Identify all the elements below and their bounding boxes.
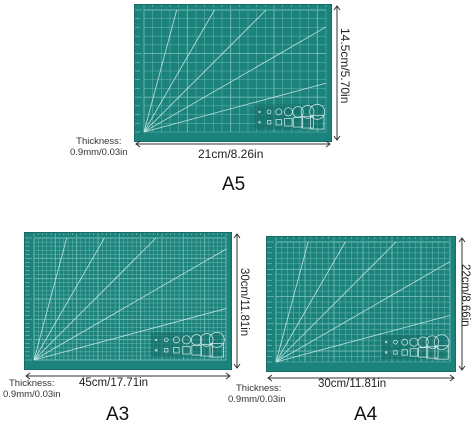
a3-width-label: 45cm/17.71in — [79, 377, 149, 389]
a4-height-arrow — [458, 237, 466, 371]
a4-mat-image — [266, 236, 456, 372]
a3-height-label: 30cm/11.81in — [238, 268, 250, 337]
a5-height-arrow — [333, 5, 341, 141]
a3-thickness: Thickness: 0.9mm/0.03in — [3, 378, 61, 400]
a3-thickness-value: 0.9mm/0.03in — [3, 389, 61, 400]
a4-thickness-label: Thickness: — [236, 383, 282, 394]
a3-thickness-label: Thickness: — [9, 378, 55, 389]
a3-mat-image — [24, 232, 232, 370]
a5-mat-image — [134, 4, 332, 142]
a3-width-arrow — [25, 372, 231, 380]
a4-size-label: A4 — [354, 404, 378, 425]
a5-width-label: 21cm/8.26in — [198, 147, 264, 161]
a5-size-label: A5 — [222, 174, 246, 195]
a4-thickness: Thickness: 0.9mm/0.03in — [228, 383, 286, 405]
a5-width-arrow — [135, 140, 331, 148]
a4-cutting-mat — [266, 236, 456, 372]
a5-cutting-mat — [134, 4, 332, 142]
a4-width-arrow — [267, 374, 455, 382]
a5-height-label: 14.5cm/5.70in — [338, 28, 352, 104]
a5-thickness: Thickness: 0.9mm/0.03in — [70, 136, 128, 158]
a3-height-arrow — [233, 233, 241, 369]
a4-width-label: 30cm/11.81in — [318, 378, 387, 390]
a4-thickness-value: 0.9mm/0.03in — [228, 394, 286, 405]
a5-thickness-value: 0.9mm/0.03in — [70, 147, 128, 158]
a4-height-label: 22cm/8.66in — [459, 264, 471, 327]
a3-cutting-mat — [24, 232, 232, 370]
a3-size-label: A3 — [106, 404, 130, 425]
a5-thickness-label: Thickness: — [76, 136, 122, 147]
